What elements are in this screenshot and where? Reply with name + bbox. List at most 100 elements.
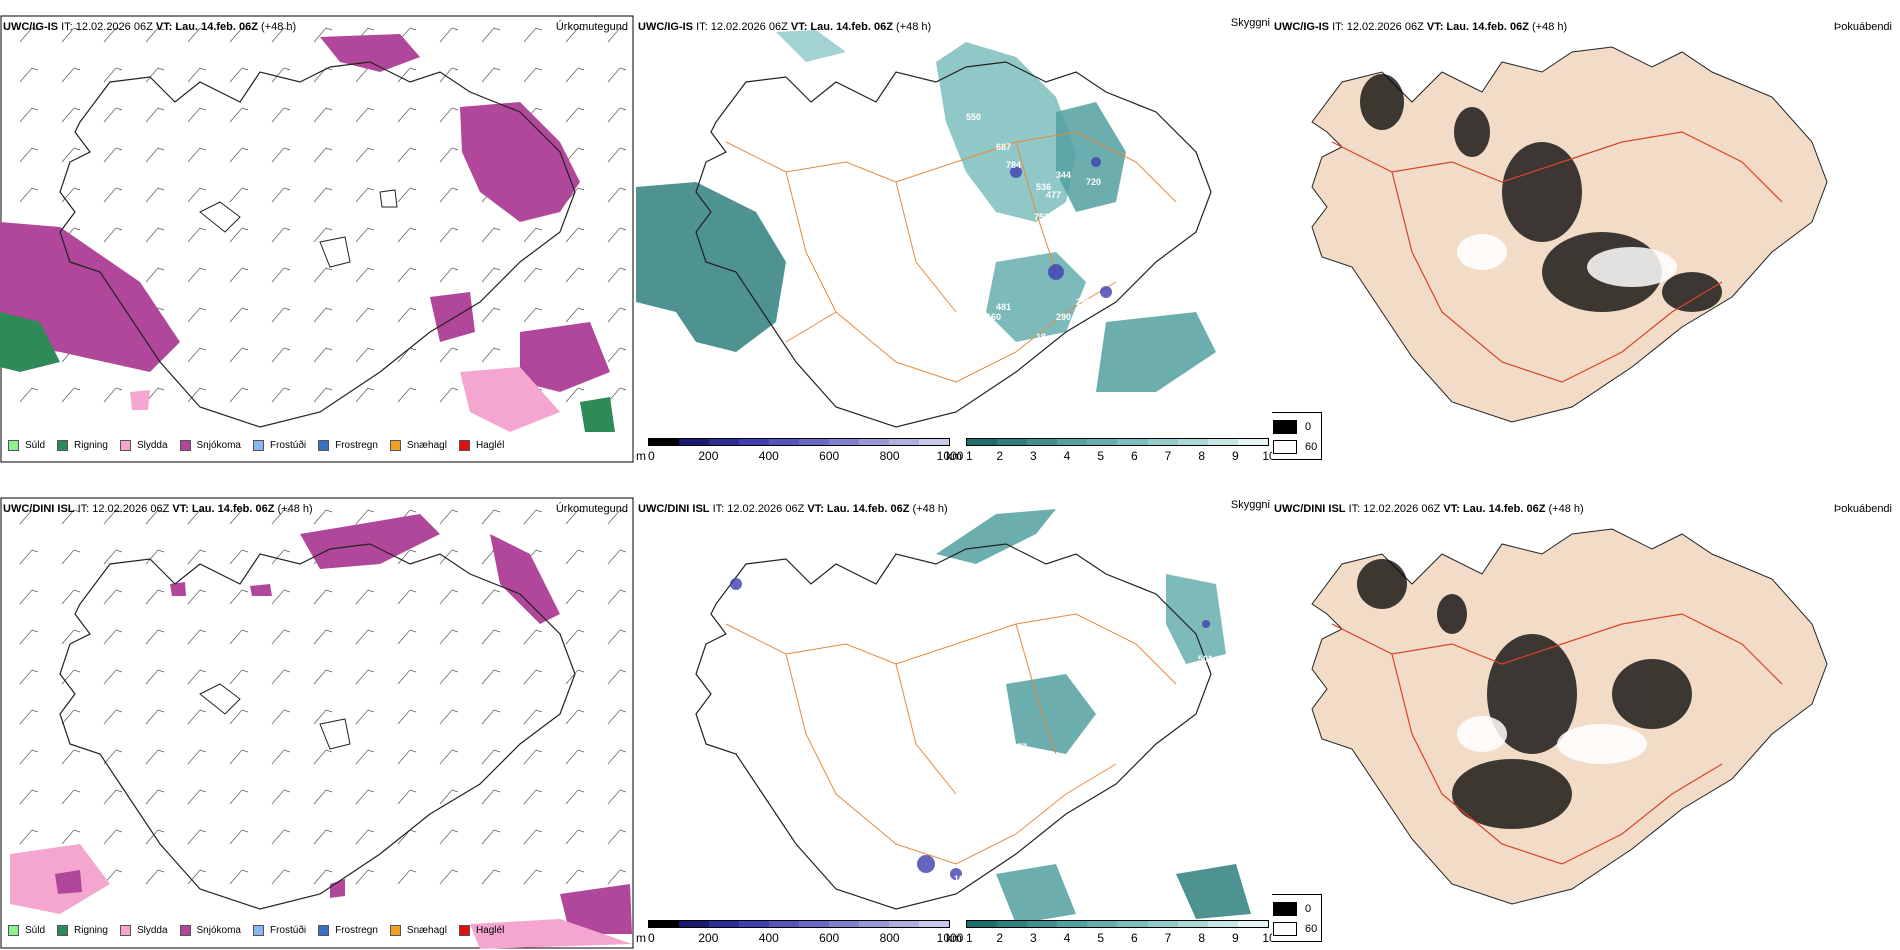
wind-barb <box>103 629 123 645</box>
wind-barb <box>397 629 417 645</box>
colorbar-segment <box>739 921 769 927</box>
wind-barb <box>565 869 585 885</box>
wind-barb <box>229 147 249 163</box>
precip-map-svg <box>0 15 634 463</box>
issue-time: IT: 12.02.2026 06Z <box>61 21 153 33</box>
wind-barb <box>565 307 585 323</box>
wind-barb <box>439 27 459 43</box>
wind-barb <box>607 709 627 725</box>
wind-barb <box>481 267 501 283</box>
wind-barb <box>523 267 543 283</box>
valid-label: VT: <box>172 503 189 515</box>
wind-barb <box>313 869 333 885</box>
wind-barb <box>313 709 333 725</box>
cloud-base-value: 177 <box>1012 742 1028 752</box>
model-name: UWC/IG-IS <box>638 21 693 33</box>
cloud-base-value: 109 <box>954 874 970 884</box>
wind-barb <box>271 549 291 565</box>
visibility-unit: km <box>946 449 962 463</box>
cloud-base-value: 344 <box>1056 170 1072 180</box>
precip-legend-label: Frostúði <box>269 440 307 451</box>
issue-time: IT: 12.02.2026 06Z <box>712 503 805 515</box>
wind-barb <box>229 107 249 123</box>
precip-legend-item: Snjókoma <box>179 925 241 936</box>
wind-barb <box>565 187 585 203</box>
colorbar-tick-label: 6 <box>1130 931 1138 945</box>
cloud-base-value: 600 <box>716 372 732 382</box>
wind-barb <box>565 27 585 43</box>
colorbar-segment <box>919 439 949 445</box>
wind-barb <box>229 307 249 323</box>
wind-barb <box>145 749 165 765</box>
wind-barb <box>523 829 543 845</box>
wind-barb <box>313 789 333 805</box>
wind-barb <box>313 589 333 605</box>
issue-time: IT: 12.02.2026 06Z <box>1348 503 1441 515</box>
wind-barb <box>61 107 81 123</box>
wind-barb <box>523 749 543 765</box>
wind-barb <box>19 67 39 83</box>
wind-barb <box>19 589 39 605</box>
colorbar-segment <box>649 921 679 927</box>
precip-legend-item: Haglél <box>458 925 504 936</box>
wind-barb <box>103 749 123 765</box>
colorbar-tick-label: 5 <box>1097 931 1104 945</box>
wind-barb <box>271 307 291 323</box>
colorbar-segment <box>709 439 739 445</box>
road-network <box>1331 131 1783 383</box>
wind-barb <box>607 829 627 845</box>
wind-barb <box>481 509 501 525</box>
model-name: UWC/IG-IS <box>1274 21 1329 33</box>
colorbar-tick-label: 9 <box>1231 449 1239 463</box>
wind-barb <box>229 789 249 805</box>
wind-barb <box>355 869 375 885</box>
colorbar-segment <box>1087 921 1118 927</box>
precip-legend-label: Snjókoma <box>196 440 241 451</box>
colorbar-segment <box>1087 439 1118 445</box>
wind-barb <box>229 67 249 83</box>
sleet-area <box>130 390 150 410</box>
cloud-base-value: 290 <box>1076 297 1092 307</box>
snow-area <box>520 322 610 392</box>
wind-barb <box>397 749 417 765</box>
iceland-coastline <box>695 61 1212 428</box>
wind-barb <box>565 589 585 605</box>
precip-legend-item: Frostúði <box>252 440 307 451</box>
valid-time: Lau. 14.feb. 06Z <box>810 21 893 33</box>
wind-barb <box>187 267 207 283</box>
wind-barb <box>187 549 207 565</box>
road-network <box>725 131 1177 383</box>
wind-barb <box>481 307 501 323</box>
wind-barb <box>187 27 207 43</box>
precip-legend-item: Frostregn <box>318 925 378 936</box>
lead-time: (+48 h) <box>912 503 948 515</box>
visibility-unit: km <box>946 931 962 945</box>
wind-barb <box>355 187 375 203</box>
wind-barb <box>565 147 585 163</box>
wind-barb <box>19 387 39 403</box>
wind-barb <box>565 669 585 685</box>
wind-barb <box>187 307 207 323</box>
wind-barb <box>355 147 375 163</box>
precip-legend-swatch <box>119 925 131 936</box>
wind-barb <box>61 27 81 43</box>
issue-time: IT: 12.02.2026 06Z <box>1332 21 1424 33</box>
wind-barb <box>439 67 459 83</box>
colorbar-tick-label: 1 <box>966 931 973 945</box>
fog-legend-swatch <box>1273 922 1297 936</box>
wind-barb <box>565 67 585 83</box>
colorbar-tick-label: 0 <box>648 931 655 945</box>
fog-legend-swatch <box>1273 902 1297 916</box>
wind-barb <box>103 589 123 605</box>
precip-legend-item: Snjókoma <box>179 440 241 451</box>
cloud-base-value: 290 <box>1056 312 1072 322</box>
precip-legend-label: Frostregn <box>335 925 378 936</box>
wind-barb <box>103 387 123 403</box>
precip-map-panel-row2: UWC/DINI ISL IT: 12.02.2026 06Z VT: Lau.… <box>0 494 636 950</box>
wind-barb <box>145 789 165 805</box>
wind-barb <box>229 589 249 605</box>
wind-barb <box>565 629 585 645</box>
wind-barb <box>229 629 249 645</box>
wind-barb <box>229 267 249 283</box>
precip-legend-label: Rigning <box>74 925 108 936</box>
